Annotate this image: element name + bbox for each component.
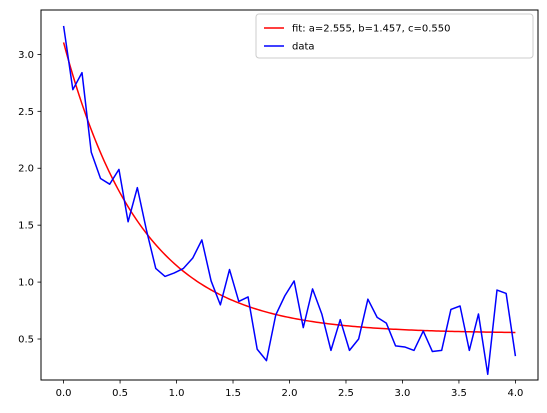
data-point — [367, 298, 369, 300]
x-tick-label: 2.5 — [338, 388, 354, 399]
x-tick-label: 3.5 — [451, 388, 467, 399]
y-tick-label: 0.5 — [18, 335, 34, 346]
data-point — [118, 168, 120, 170]
data-point — [164, 276, 166, 278]
data-point — [284, 295, 286, 297]
y-tick-label: 3.0 — [18, 50, 34, 61]
data-point — [219, 304, 221, 306]
data-point — [450, 309, 452, 311]
data-point — [136, 187, 138, 189]
data-point — [385, 322, 387, 324]
data-point — [441, 350, 443, 352]
data-point — [358, 338, 360, 340]
x-tick-label: 0.5 — [112, 388, 128, 399]
x-tick-label: 1.5 — [225, 388, 241, 399]
data-point — [90, 151, 92, 153]
data-point — [275, 314, 277, 316]
data-point — [256, 348, 258, 350]
data-point — [395, 345, 397, 347]
data-point — [192, 257, 194, 259]
data-point — [505, 293, 507, 295]
data-point — [293, 280, 295, 282]
data-point — [468, 350, 470, 352]
y-tick-label: 1.0 — [18, 278, 34, 289]
y-axis: 0.5 1.0 1.5 2.0 2.5 3.0 — [18, 50, 41, 346]
data-point — [459, 305, 461, 307]
fit-curve-line — [62, 42, 516, 334]
data-series-line — [62, 25, 517, 376]
data-point — [109, 183, 111, 185]
x-tick-label: 2.0 — [282, 388, 298, 399]
data-point — [339, 319, 341, 321]
data-point — [515, 355, 517, 357]
y-tick-label: 2.5 — [18, 107, 34, 118]
x-axis: 0.0 0.5 1.0 1.5 2.0 2.5 3.0 3.5 4.0 — [56, 380, 523, 399]
data-point — [422, 330, 424, 332]
data-point — [127, 221, 129, 223]
data-point — [173, 272, 175, 274]
data-point — [72, 89, 74, 91]
legend-label-data: data — [292, 42, 315, 53]
data-point — [496, 289, 498, 291]
data-point — [229, 269, 231, 271]
data-point — [266, 360, 268, 362]
data-point — [201, 239, 203, 241]
x-tick-label: 0.0 — [56, 388, 72, 399]
data-point — [100, 178, 102, 180]
legend-label-fit: fit: a=2.555, b=1.457, c=0.550 — [292, 24, 450, 35]
data-point — [238, 301, 240, 303]
data-point — [210, 280, 212, 282]
x-tick-label: 1.0 — [169, 388, 185, 399]
data-point — [349, 350, 351, 352]
y-tick-label: 1.5 — [18, 221, 34, 232]
data-point — [81, 72, 83, 74]
x-tick-label: 4.0 — [507, 388, 523, 399]
data-point — [431, 351, 433, 353]
data-point — [183, 268, 185, 270]
data-point — [146, 230, 148, 232]
data-point — [478, 313, 480, 315]
data-point — [302, 327, 304, 329]
data-point — [312, 288, 314, 290]
y-tick-label: 2.0 — [18, 164, 34, 175]
data-point — [404, 346, 406, 348]
plot-area — [62, 25, 517, 376]
data-point — [487, 373, 489, 375]
axes-frame — [40, 9, 539, 381]
data-point — [63, 25, 65, 27]
data-point — [413, 350, 415, 352]
legend: fit: a=2.555, b=1.457, c=0.550 data — [255, 13, 534, 59]
data-point — [155, 268, 157, 270]
data-point — [247, 296, 249, 298]
x-tick-label: 3.0 — [395, 388, 411, 399]
legend-box — [255, 13, 534, 59]
data-point — [376, 316, 378, 318]
data-point — [330, 350, 332, 352]
data-point — [321, 313, 323, 315]
